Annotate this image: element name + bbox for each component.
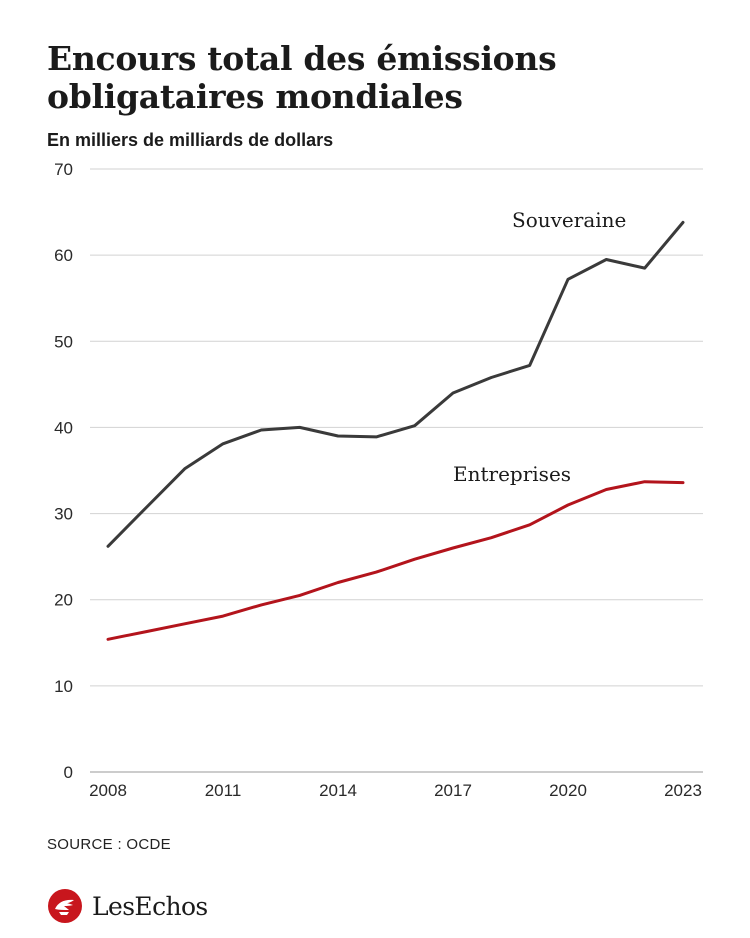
series-line-entreprises	[106, 480, 685, 641]
x-tick-label: 2023	[664, 781, 702, 800]
y-tick-label: 70	[54, 160, 73, 179]
x-tick-label: 2020	[549, 781, 587, 800]
brand-logo: LesEchos	[47, 887, 208, 925]
x-tick-label: 2011	[205, 781, 242, 800]
y-tick-label: 30	[54, 505, 73, 524]
les-echos-logo-icon	[48, 889, 82, 923]
y-tick-label: 20	[54, 591, 73, 610]
series-lines	[106, 220, 685, 641]
gridlines	[90, 168, 703, 773]
brand-name: LesEchos	[92, 891, 208, 921]
y-tick-label: 0	[64, 763, 73, 782]
series-label-entreprises: Entreprises	[453, 462, 571, 486]
x-tick-label: 2014	[319, 781, 357, 800]
y-tick-label: 10	[54, 677, 73, 696]
chart-subtitle: En milliers de milliards de dollars	[47, 130, 334, 150]
y-tick-label: 50	[54, 332, 73, 351]
y-tick-label: 60	[54, 246, 73, 265]
series-label-souveraine: Souveraine	[512, 208, 626, 232]
axis-ticks: 0 10 20 30 40 50 60 70 2008 2011 2014 2017 2020 2023	[54, 160, 702, 800]
x-tick-label: 2017	[434, 781, 472, 800]
x-tick-label: 2008	[89, 781, 127, 800]
source-note: SOURCE : OCDE	[47, 836, 171, 853]
chart-title: Encours total des émissions obligataires…	[47, 39, 557, 116]
y-tick-label: 40	[54, 418, 73, 437]
series-line-souveraine	[106, 220, 685, 548]
